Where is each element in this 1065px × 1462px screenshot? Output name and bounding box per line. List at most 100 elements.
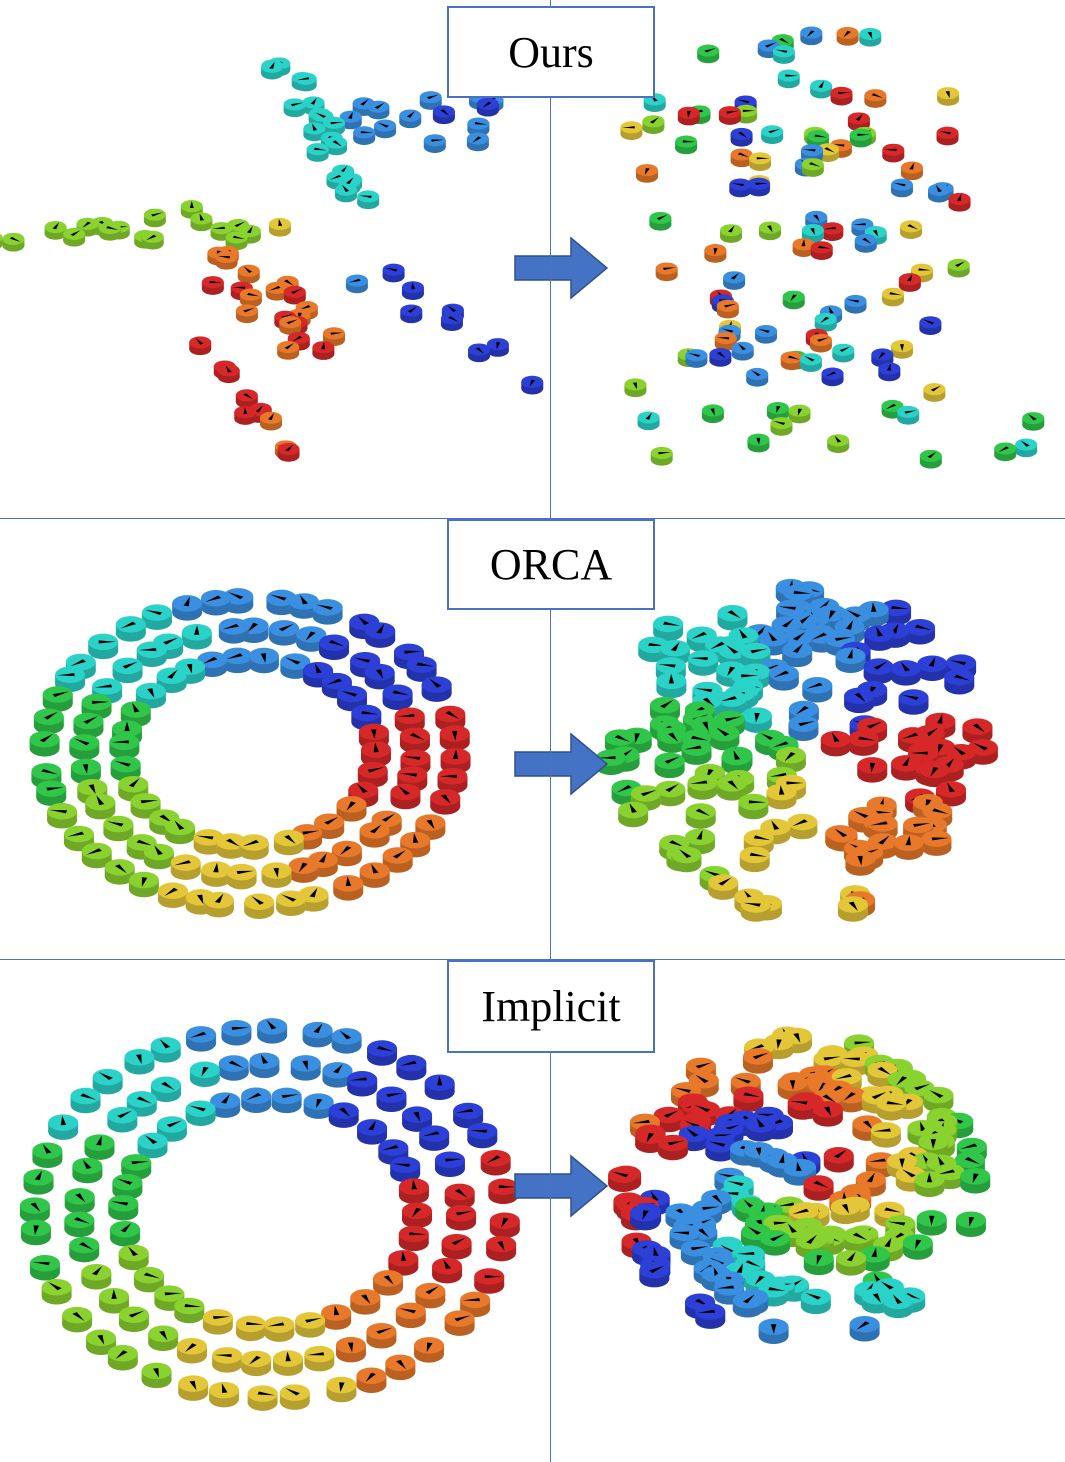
agent	[238, 834, 269, 860]
agent	[326, 1376, 357, 1403]
horizontal-divider	[0, 959, 1065, 960]
agent	[70, 1087, 101, 1114]
agent	[63, 227, 86, 247]
agent	[840, 1050, 871, 1077]
vertical-divider	[550, 960, 551, 1462]
agent	[221, 1019, 252, 1046]
agent	[64, 1211, 95, 1238]
agent	[33, 708, 64, 735]
agent	[782, 290, 805, 310]
transition-arrow	[514, 1154, 609, 1218]
agent	[705, 1135, 736, 1162]
agent	[319, 634, 350, 660]
agent	[812, 1101, 843, 1127]
agent	[141, 230, 164, 250]
agent	[742, 1048, 773, 1074]
agent	[897, 405, 920, 425]
agent	[919, 761, 950, 788]
agent	[2, 232, 25, 252]
agent	[441, 1233, 472, 1260]
agent	[729, 178, 752, 198]
agent	[608, 1166, 639, 1192]
agent	[521, 375, 544, 395]
agent	[902, 1234, 933, 1260]
agent	[827, 434, 850, 454]
agent	[488, 1178, 519, 1205]
agent	[69, 1236, 100, 1263]
agent	[133, 1266, 164, 1293]
agent	[480, 1149, 511, 1176]
agent	[732, 1292, 763, 1318]
agent	[201, 276, 224, 295]
agent	[203, 891, 234, 918]
agent	[137, 1132, 168, 1159]
agent	[302, 1021, 333, 1048]
agent	[446, 1204, 477, 1231]
agent	[800, 1288, 831, 1315]
agent	[0, 233, 3, 249]
agent	[331, 1028, 362, 1054]
agent	[821, 367, 844, 387]
agent	[810, 241, 833, 260]
agent	[150, 1037, 181, 1063]
agent	[345, 274, 368, 294]
agent	[758, 1318, 789, 1345]
agent	[189, 336, 212, 356]
agent	[359, 822, 390, 848]
agent	[312, 341, 335, 360]
agent	[283, 98, 306, 118]
agent	[400, 304, 423, 324]
agent	[695, 1303, 726, 1329]
agent	[103, 815, 134, 842]
agent	[476, 97, 499, 117]
agent	[260, 411, 283, 431]
agent	[854, 234, 877, 253]
agent	[118, 1244, 149, 1271]
agent	[264, 1316, 295, 1342]
agent	[430, 789, 461, 815]
agent	[141, 1362, 172, 1389]
agent	[859, 1246, 890, 1272]
agent	[382, 847, 413, 873]
agent	[639, 1261, 670, 1288]
agent	[190, 212, 213, 232]
agent	[136, 641, 167, 667]
agent	[29, 731, 60, 757]
agent	[444, 1310, 475, 1336]
agent	[916, 1210, 947, 1236]
agent	[704, 244, 727, 263]
agent	[280, 653, 311, 679]
horizontal-divider	[0, 518, 1065, 519]
agent	[287, 331, 310, 351]
agent	[399, 109, 422, 129]
agent	[212, 1347, 243, 1373]
agent	[905, 618, 936, 645]
agent	[85, 793, 116, 820]
agent	[914, 1171, 945, 1197]
agent	[685, 349, 708, 368]
agent	[174, 1297, 205, 1324]
agent	[919, 449, 942, 469]
agent	[186, 1026, 217, 1052]
agent	[312, 599, 343, 625]
agent	[863, 658, 894, 684]
agent	[209, 1381, 240, 1408]
agent	[432, 105, 455, 125]
agent	[374, 119, 397, 139]
agent	[917, 655, 948, 681]
agent	[88, 633, 119, 660]
agent	[48, 1114, 79, 1140]
agent	[415, 1282, 446, 1309]
agent	[618, 801, 649, 828]
agent	[820, 730, 851, 757]
agent	[635, 164, 658, 183]
agent	[306, 143, 329, 162]
agent	[398, 1178, 429, 1204]
agent	[685, 803, 716, 829]
agent	[654, 752, 685, 779]
agent	[923, 383, 946, 402]
agent	[857, 757, 888, 783]
agent	[151, 1076, 182, 1103]
agent	[390, 783, 421, 810]
agent	[23, 1169, 54, 1195]
